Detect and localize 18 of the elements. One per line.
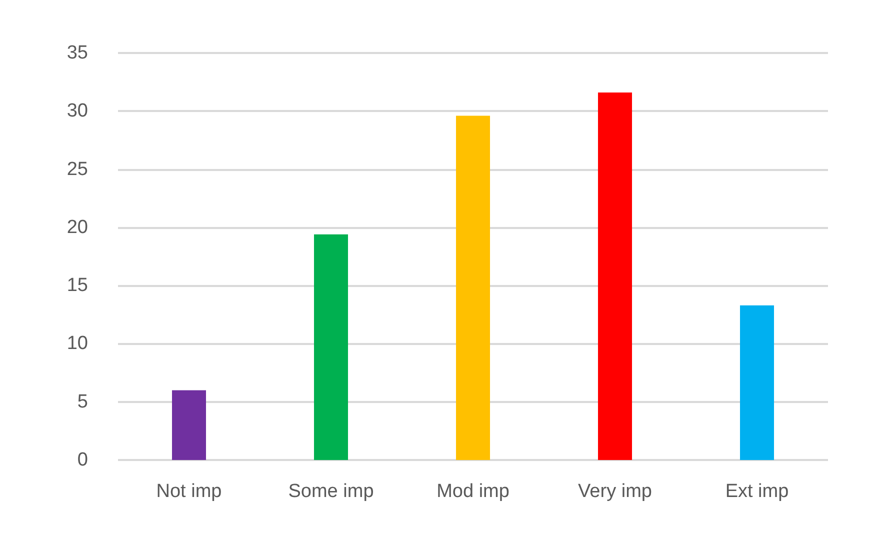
y-tick-label: 20 — [66, 216, 88, 238]
y-tick-label: 25 — [66, 158, 88, 180]
bar — [598, 92, 632, 460]
y-tick-label: 15 — [66, 275, 88, 296]
y-tick-label: 35 — [66, 42, 88, 64]
x-tick-label: Ext imp — [725, 481, 789, 502]
x-tick-label: Mod imp — [436, 481, 510, 502]
x-tick-label: Very imp — [578, 481, 652, 502]
bar — [314, 234, 348, 460]
bar — [740, 305, 774, 460]
y-tick-label: 5 — [77, 391, 88, 412]
x-tick-label: Some imp — [288, 481, 374, 502]
y-tick-label: 10 — [66, 333, 88, 354]
y-tick-label: 30 — [66, 100, 88, 122]
x-tick-label: Not imp — [156, 481, 222, 502]
y-tick-label: 0 — [77, 450, 88, 470]
bar — [456, 116, 490, 460]
bar — [172, 390, 206, 460]
